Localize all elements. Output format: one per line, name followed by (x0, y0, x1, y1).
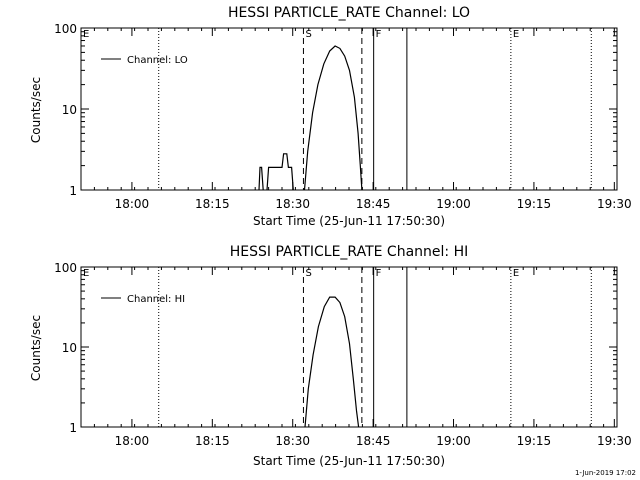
ticks-layer: 18:00 18:15 18:30 18:45 19:00 19:15 19:30 1 10 10… (54, 22, 632, 211)
panel-hi: HESSI PARTICLE_RATE Channel: HI Counts/s… (29, 244, 632, 468)
x-tick-label: 19:30 (597, 434, 632, 448)
x-tick-label: 19:30 (597, 197, 632, 211)
x-tick-label: 18:00 (115, 197, 150, 211)
panel-title: HESSI PARTICLE_RATE Channel: LO (228, 5, 470, 21)
ticks-layer: 18:00 18:15 18:30 18:45 19:00 19:15 19:30 1 10 10… (54, 261, 632, 448)
event-marker-letter: F (376, 29, 382, 40)
x-tick-label: 18:45 (356, 197, 391, 211)
series-layer (258, 45, 363, 191)
x-tick-label: 19:00 (436, 197, 471, 211)
legend-label: Channel: HI (127, 294, 185, 305)
x-tick-label: 19:15 (517, 197, 552, 211)
x-axis-label: Start Time (25-Jun-11 17:50:30) (253, 214, 445, 228)
series-line (258, 166, 264, 191)
event-marker-letter: E (83, 268, 89, 279)
y-tick-label: 100 (54, 22, 77, 36)
y-tick-label: 1 (69, 184, 77, 198)
series-line (304, 296, 360, 428)
y-axis-label: Counts/sec (29, 77, 43, 143)
x-tick-label: 18:45 (356, 434, 391, 448)
event-marker-letter: E (83, 29, 89, 40)
y-axis-label: Counts/sec (29, 315, 43, 381)
x-tick-label: 19:00 (436, 434, 471, 448)
series-line (303, 45, 363, 191)
y-tick-label: 100 (54, 261, 77, 275)
x-tick-label: 18:30 (275, 434, 310, 448)
series-line (266, 153, 294, 191)
y-tick-label: 10 (62, 341, 77, 355)
event-marker-letter: S (305, 268, 311, 279)
event-marker-letter: E (513, 268, 519, 279)
event-marker-letter: F (376, 268, 382, 279)
x-tick-label: 18:15 (195, 197, 230, 211)
plot-frame (80, 27, 618, 191)
y-tick-label: 1 (69, 421, 77, 435)
x-tick-label: 19:15 (517, 434, 552, 448)
y-tick-label: 10 (62, 103, 77, 117)
x-axis-label: Start Time (25-Jun-11 17:50:30) (253, 454, 445, 468)
panel-title: HESSI PARTICLE_RATE Channel: HI (230, 244, 468, 260)
plot-frame (80, 266, 618, 428)
x-tick-label: 18:00 (115, 434, 150, 448)
event-marker-letter: S (305, 29, 311, 40)
x-tick-label: 18:30 (275, 197, 310, 211)
series-layer (304, 296, 360, 428)
footer-timestamp: 1-Jun-2019 17:02 (575, 469, 636, 477)
panel-lo: HESSI PARTICLE_RATE Channel: LO Counts/s… (29, 5, 632, 228)
x-tick-label: 18:15 (195, 434, 230, 448)
legend-label: Channel: LO (127, 55, 188, 66)
event-marker-letter: E (513, 29, 519, 40)
